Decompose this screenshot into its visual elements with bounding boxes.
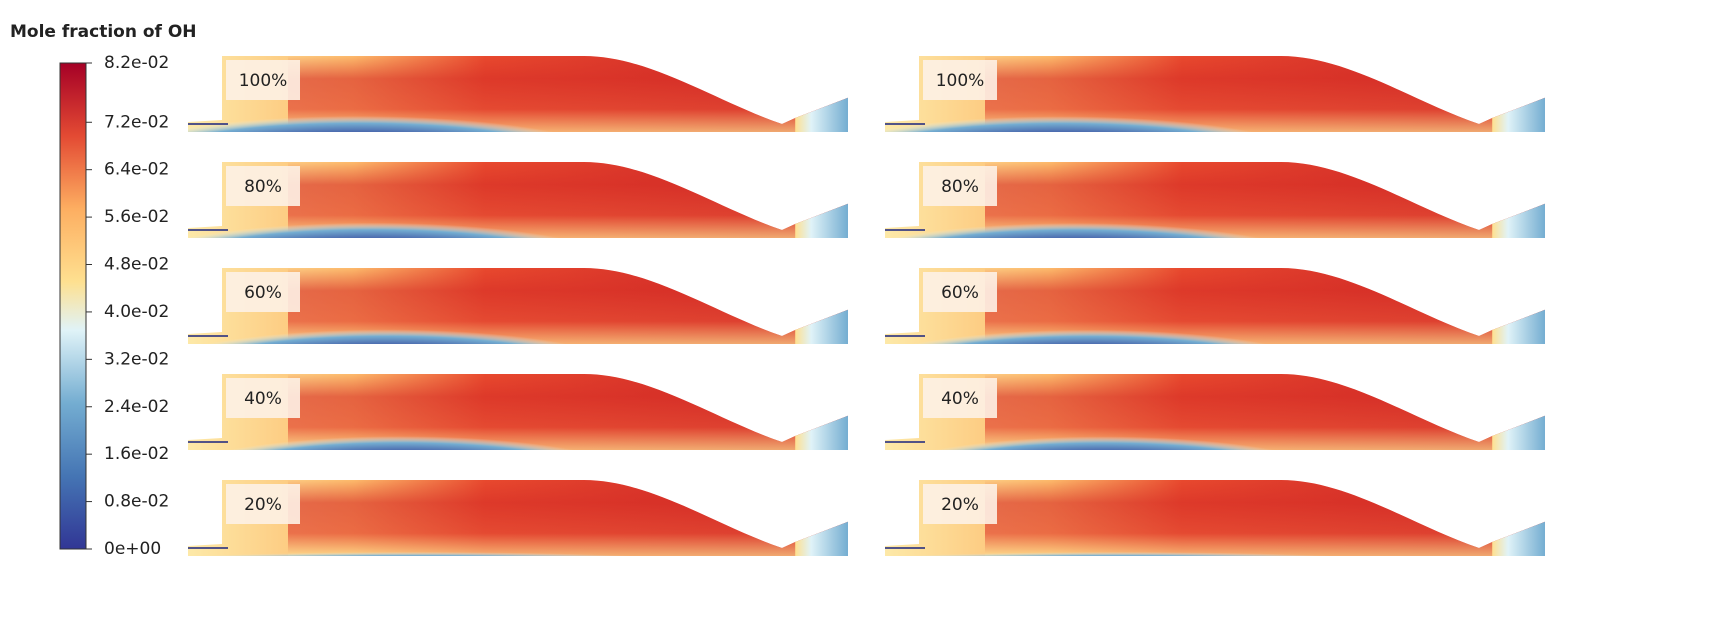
colorbar-tick-label: 2.4e-02 xyxy=(104,397,169,417)
exit-region xyxy=(1492,480,1545,556)
panel-label: 100% xyxy=(936,71,985,91)
label-box xyxy=(923,484,997,524)
low-oh-core xyxy=(885,544,1447,556)
low-oh-core xyxy=(887,314,1293,344)
low-oh-core xyxy=(188,544,747,556)
exit-region xyxy=(1492,374,1545,450)
contour-panel xyxy=(188,480,848,556)
colorbar-title: Mole fraction of OH xyxy=(10,22,197,42)
exit-region xyxy=(795,480,848,556)
colorbar-tick-label: 1.6e-02 xyxy=(104,444,169,464)
label-box xyxy=(226,378,300,418)
panel-label: 40% xyxy=(244,389,282,409)
colorbar xyxy=(59,62,87,550)
low-oh-core xyxy=(885,207,1286,238)
low-oh-core xyxy=(885,100,1278,132)
exit-region xyxy=(795,268,848,344)
exit-region xyxy=(1492,268,1545,344)
exit-region xyxy=(795,162,848,238)
low-oh-core xyxy=(188,207,586,238)
colorbar-tick-label: 6.4e-02 xyxy=(104,160,169,180)
label-box xyxy=(923,272,997,312)
exit-region xyxy=(795,56,848,132)
colorbar-tick-label: 0.8e-02 xyxy=(104,492,169,512)
low-oh-core xyxy=(188,100,578,132)
exit-region xyxy=(795,374,848,450)
colorbar-tick-label: 8.2e-02 xyxy=(104,53,169,73)
label-box xyxy=(923,378,997,418)
exit-region xyxy=(1492,56,1545,132)
panel-label: 20% xyxy=(244,495,282,515)
panel-label: 40% xyxy=(941,389,979,409)
panel-label: 80% xyxy=(941,177,979,197)
label-box xyxy=(923,60,997,100)
colorbar-tick-label: 0e+00 xyxy=(104,539,161,559)
label-box xyxy=(226,272,300,312)
panel-label: 80% xyxy=(244,177,282,197)
label-box xyxy=(226,484,300,524)
colorbar-tick-label: 4.8e-02 xyxy=(104,255,169,275)
panel-label: 100% xyxy=(239,71,288,91)
panel-label: 60% xyxy=(941,283,979,303)
low-oh-core xyxy=(188,314,593,344)
label-box xyxy=(226,166,300,206)
panel-label: 20% xyxy=(941,495,979,515)
exit-region xyxy=(1492,162,1545,238)
contour-panel xyxy=(885,480,1545,556)
colorbar-tick-label: 5.6e-02 xyxy=(104,207,169,227)
panel-label: 60% xyxy=(244,283,282,303)
colorbar-tick-label: 4.0e-02 xyxy=(104,302,169,322)
colorbar-tick-label: 7.2e-02 xyxy=(104,112,169,132)
low-oh-core xyxy=(202,421,600,450)
low-oh-core xyxy=(908,422,1300,450)
label-box xyxy=(923,166,997,206)
colorbar-tick-label: 3.2e-02 xyxy=(104,349,169,369)
label-box xyxy=(226,60,300,100)
